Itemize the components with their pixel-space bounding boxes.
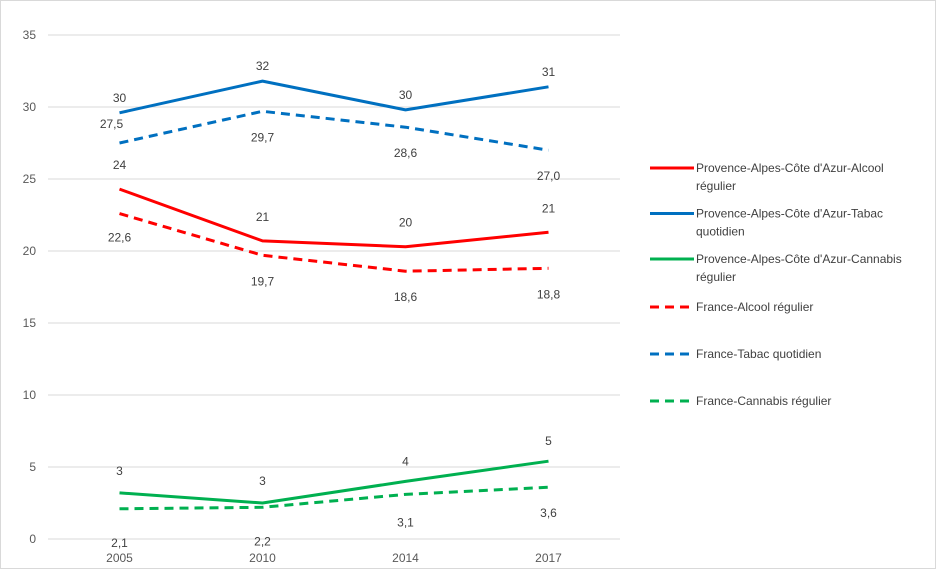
data-label: 27,5 <box>100 117 124 131</box>
data-label: 18,8 <box>537 287 561 301</box>
data-label: 2,2 <box>254 534 271 548</box>
y-tick-label: 0 <box>29 532 36 546</box>
legend-label: régulier <box>696 179 736 193</box>
x-tick-label: 2014 <box>392 551 419 565</box>
y-tick-label: 30 <box>23 100 37 114</box>
data-label: 28,6 <box>394 146 418 160</box>
series-line-3 <box>119 212 549 273</box>
data-label: 22,6 <box>108 231 132 245</box>
data-label: 30 <box>399 88 413 102</box>
data-label: 27,0 <box>537 169 561 183</box>
y-tick-label: 5 <box>29 460 36 474</box>
data-label: 31 <box>542 65 556 79</box>
series-line-0 <box>118 187 549 249</box>
data-label: 19,7 <box>251 274 275 288</box>
legend-label: Provence-Alpes-Côte d'Azur-Tabac <box>696 207 883 221</box>
data-label: 21 <box>256 210 270 224</box>
legend-label: régulier <box>696 270 736 284</box>
series-line-4 <box>119 109 549 152</box>
data-label: 3 <box>116 464 123 478</box>
y-tick-label: 10 <box>23 388 37 402</box>
legend-label: France-Tabac quotidien <box>696 347 821 361</box>
series-line-5 <box>119 485 549 511</box>
y-tick-label: 25 <box>23 172 37 186</box>
data-label: 3 <box>259 474 266 488</box>
legend-label: Provence-Alpes-Côte d'Azur-Alcool <box>696 161 884 175</box>
y-tick-label: 35 <box>23 28 37 42</box>
data-label: 3,1 <box>397 515 414 529</box>
data-label: 30 <box>113 91 127 105</box>
data-label: 2,1 <box>111 536 128 550</box>
x-tick-label: 2005 <box>106 551 133 565</box>
series-line-1 <box>119 79 549 115</box>
data-label: 32 <box>256 59 270 73</box>
data-label: 4 <box>402 454 409 468</box>
data-label: 18,6 <box>394 290 418 304</box>
data-label: 20 <box>399 216 413 230</box>
x-tick-label: 2017 <box>535 551 562 565</box>
series-line-2 <box>119 459 549 505</box>
y-tick-label: 15 <box>23 316 37 330</box>
legend-label: Provence-Alpes-Côte d'Azur-Cannabis <box>696 252 902 266</box>
data-label: 29,7 <box>251 130 275 144</box>
legend-label: France-Alcool régulier <box>696 300 813 314</box>
legend-label: France-Cannabis régulier <box>696 394 831 408</box>
x-tick-label: 2010 <box>249 551 276 565</box>
data-label: 3,6 <box>540 506 557 520</box>
data-label: 24 <box>113 158 127 172</box>
data-label: 5 <box>545 434 552 448</box>
data-label: 21 <box>542 201 556 215</box>
legend-label: quotidien <box>696 225 745 239</box>
y-tick-label: 20 <box>23 244 37 258</box>
